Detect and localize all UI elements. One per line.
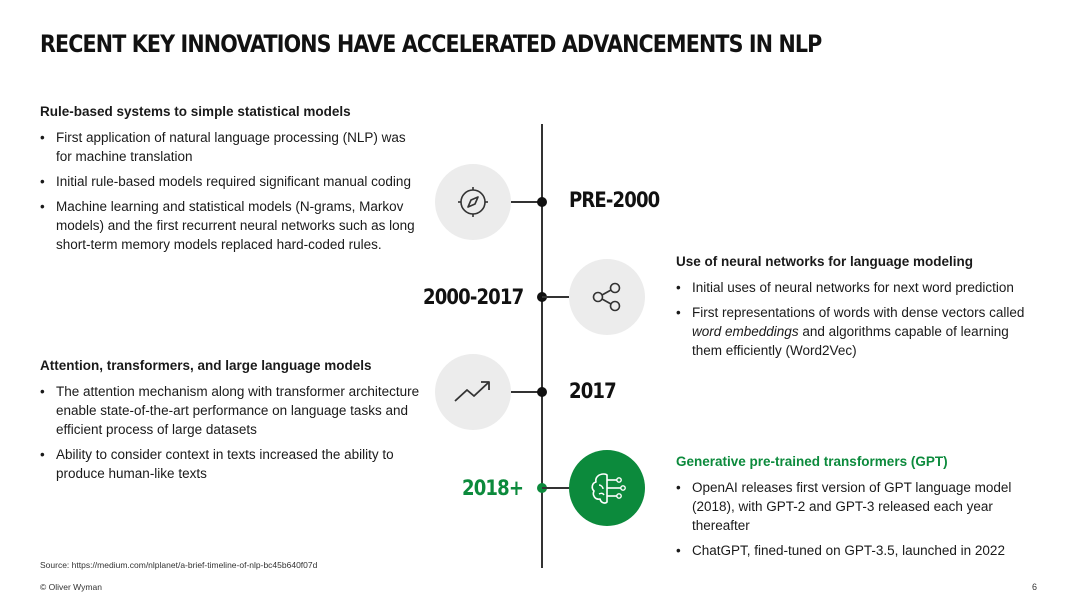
bullet-item: Ability to consider context in texts inc…: [40, 445, 420, 483]
bullet-item: Initial uses of neural networks for next…: [676, 278, 1036, 297]
section-heading: Attention, transformers, and large langu…: [40, 358, 372, 373]
share-icon: [592, 282, 621, 312]
bullet-list: The attention mechanism along with trans…: [40, 382, 420, 483]
era-label: 2018+: [462, 476, 524, 500]
era-label: PRE-2000: [569, 188, 660, 212]
page-title: RECENT KEY INNOVATIONS HAVE ACCELERATED …: [40, 30, 822, 58]
section-heading: Rule-based systems to simple statistical…: [40, 104, 351, 119]
bullet-list: First application of natural language pr…: [40, 128, 420, 254]
timeline-dot: [537, 197, 547, 207]
bullet-item: OpenAI releases first version of GPT lan…: [676, 478, 1036, 535]
page-number: 6: [1032, 582, 1038, 592]
section-heading: Use of neural networks for language mode…: [676, 254, 974, 269]
share-circle: [569, 259, 645, 335]
compass-circle: [435, 164, 511, 240]
timeline-connector: [511, 391, 542, 393]
emphasis-text: word embeddings: [692, 324, 799, 339]
era-label: 2000-2017: [423, 285, 524, 309]
transformers-section: Attention, transformers, and large langu…: [40, 356, 420, 489]
era-label: 2017: [569, 379, 617, 403]
timeline-dot: [537, 387, 547, 397]
timeline-axis: [541, 124, 543, 568]
bullet-item: Initial rule-based models required signi…: [40, 172, 420, 191]
bullet-list: OpenAI releases first version of GPT lan…: [676, 478, 1036, 560]
bullet-item: First application of natural language pr…: [40, 128, 420, 166]
trending-circle: [435, 354, 511, 430]
gpt-section: Generative pre-trained transformers (GPT…: [676, 452, 1036, 566]
bullet-text: First representations of words with dens…: [692, 305, 1025, 320]
copyright: © Oliver Wyman: [40, 582, 102, 592]
bullet-item: The attention mechanism along with trans…: [40, 382, 420, 439]
bullet-item: First representations of words with dens…: [676, 303, 1036, 360]
brain-network-icon: [591, 473, 626, 504]
trending-up-icon: [454, 381, 490, 402]
bullet-item: Machine learning and statistical models …: [40, 197, 420, 254]
timeline-connector: [542, 487, 569, 489]
bullet-text: and algorithms capable of learning them …: [692, 324, 1009, 358]
neural-networks-section: Use of neural networks for language mode…: [676, 252, 1036, 366]
bullet-list: Initial uses of neural networks for next…: [676, 278, 1036, 360]
brain-circle: [569, 450, 645, 526]
compass-icon: [458, 187, 488, 217]
source-citation: Source: https://medium.com/nlplanet/a-br…: [40, 560, 318, 570]
timeline-connector: [542, 296, 569, 298]
section-heading: Generative pre-trained transformers (GPT…: [676, 454, 948, 469]
rule-based-section: Rule-based systems to simple statistical…: [40, 102, 420, 260]
bullet-item: ChatGPT, fined-tuned on GPT-3.5, launche…: [676, 541, 1036, 560]
timeline-connector: [511, 201, 542, 203]
